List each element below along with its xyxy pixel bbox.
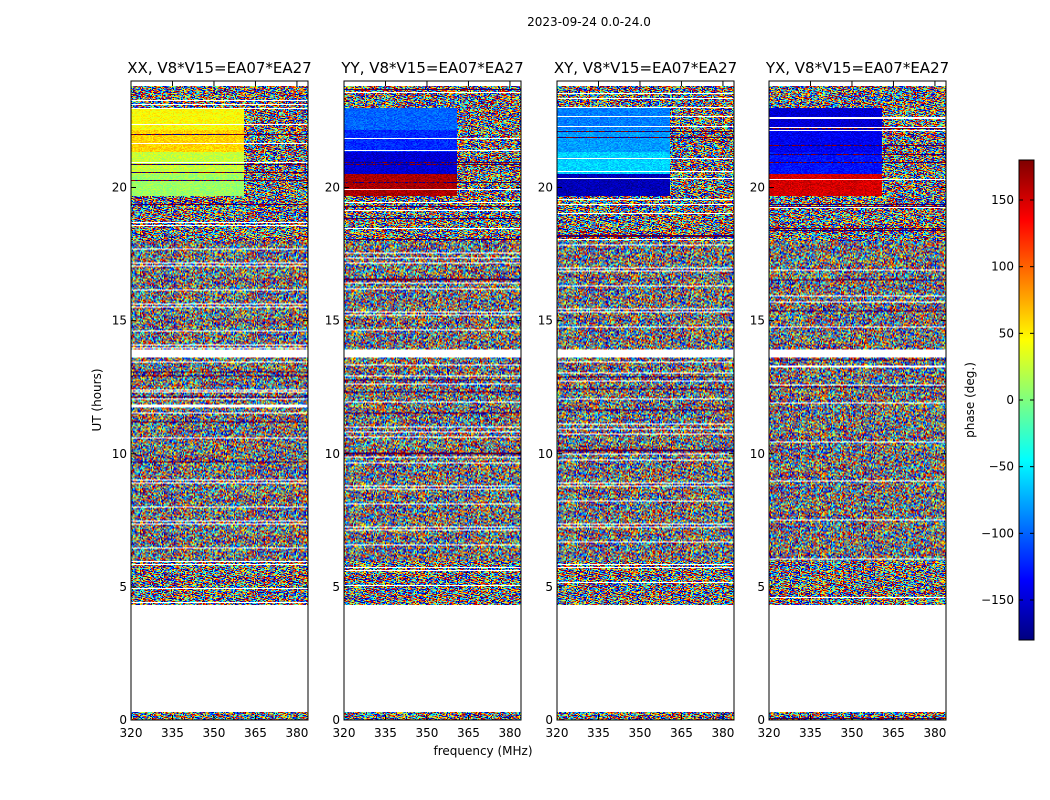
- phase-raster: [769, 81, 946, 720]
- x-tick-label: 335: [161, 726, 184, 740]
- y-tick-label: 5: [545, 580, 553, 594]
- panel-frame: [343, 80, 522, 721]
- x-tick-label: 365: [457, 726, 480, 740]
- y-tick-label: 10: [325, 447, 340, 461]
- panel-3: XY, V8*V15=EA07*EA27 320 335 350 365 380 0 5 10 1…: [538, 59, 737, 740]
- y-tick-label: 10: [750, 447, 765, 461]
- x-axis-label: frequency (MHz): [433, 744, 532, 758]
- panel-title: XX, V8*V15=EA07*EA27: [127, 59, 311, 77]
- x-tick-label: 350: [629, 726, 652, 740]
- y-tick-label: 5: [119, 580, 127, 594]
- colorbar-tick-label: −150: [981, 593, 1014, 607]
- y-tick-label: 20: [750, 181, 765, 195]
- x-tick-label: 365: [244, 726, 267, 740]
- panel-frame: [556, 80, 735, 721]
- phase-raster: [344, 81, 521, 720]
- panel-frame: [130, 80, 309, 721]
- x-tick-label: 320: [120, 726, 143, 740]
- x-tick-label: 365: [670, 726, 693, 740]
- y-tick-label: 5: [332, 580, 340, 594]
- x-tick-label: 365: [882, 726, 905, 740]
- colorbar-tick-label: −50: [989, 460, 1014, 474]
- x-tick-label: 320: [546, 726, 569, 740]
- y-tick-label: 0: [119, 713, 127, 727]
- x-tick-label: 335: [587, 726, 610, 740]
- x-tick-label: 380: [711, 726, 734, 740]
- panels: XX, V8*V15=EA07*EA27 320 335 350 365 380 0 5 10 1…: [112, 59, 949, 740]
- y-tick-label: 20: [112, 181, 127, 195]
- colorbar-label: phase (deg.): [963, 362, 977, 438]
- x-tick-label: 380: [285, 726, 308, 740]
- y-tick-label: 15: [750, 314, 765, 328]
- y-tick-label: 10: [112, 447, 127, 461]
- x-tick-label: 350: [416, 726, 439, 740]
- y-tick-label: 0: [332, 713, 340, 727]
- y-tick-label: 20: [538, 181, 553, 195]
- phase-raster: [131, 81, 308, 720]
- x-tick-label: 335: [799, 726, 822, 740]
- colorbar-tick-label: 50: [999, 326, 1014, 340]
- y-tick-label: 0: [757, 713, 765, 727]
- y-tick-label: 15: [538, 314, 553, 328]
- panel-title: YY, V8*V15=EA07*EA27: [340, 59, 523, 77]
- x-tick-label: 350: [841, 726, 864, 740]
- panel-frame: [768, 80, 947, 721]
- colorbar-tick-label: 100: [991, 260, 1014, 274]
- x-tick-label: 380: [923, 726, 946, 740]
- colorbar: 150 100 50 0 −50 −100 −150: [981, 159, 1035, 641]
- x-tick-label: 350: [203, 726, 226, 740]
- panel-1: XX, V8*V15=EA07*EA27 320 335 350 365 380 0 5 10 1…: [112, 59, 312, 740]
- x-tick-label: 335: [374, 726, 397, 740]
- panel-4: YX, V8*V15=EA07*EA27 320 335 350 365 380 0 5 10 1…: [750, 59, 949, 740]
- panel-2: YY, V8*V15=EA07*EA27 320 335 350 365 380 0 5 10 1…: [325, 59, 524, 740]
- y-tick-label: 15: [112, 314, 127, 328]
- x-tick-label: 320: [758, 726, 781, 740]
- panel-title: YX, V8*V15=EA07*EA27: [765, 59, 949, 77]
- colorbar-tick-label: 150: [991, 193, 1014, 207]
- colorbar-tick-label: 0: [1006, 393, 1014, 407]
- y-tick-label: 0: [545, 713, 553, 727]
- x-tick-label: 320: [333, 726, 356, 740]
- panel-title: XY, V8*V15=EA07*EA27: [554, 59, 737, 77]
- y-tick-label: 20: [325, 181, 340, 195]
- y-axis-label: UT (hours): [90, 368, 104, 431]
- y-tick-label: 10: [538, 447, 553, 461]
- colorbar-tick-label: −100: [981, 526, 1014, 540]
- y-tick-label: 15: [325, 314, 340, 328]
- y-tick-label: 5: [757, 580, 765, 594]
- figure-title: 2023-09-24 0.0-24.0: [527, 15, 651, 29]
- phase-raster: [557, 81, 734, 720]
- x-tick-label: 380: [498, 726, 521, 740]
